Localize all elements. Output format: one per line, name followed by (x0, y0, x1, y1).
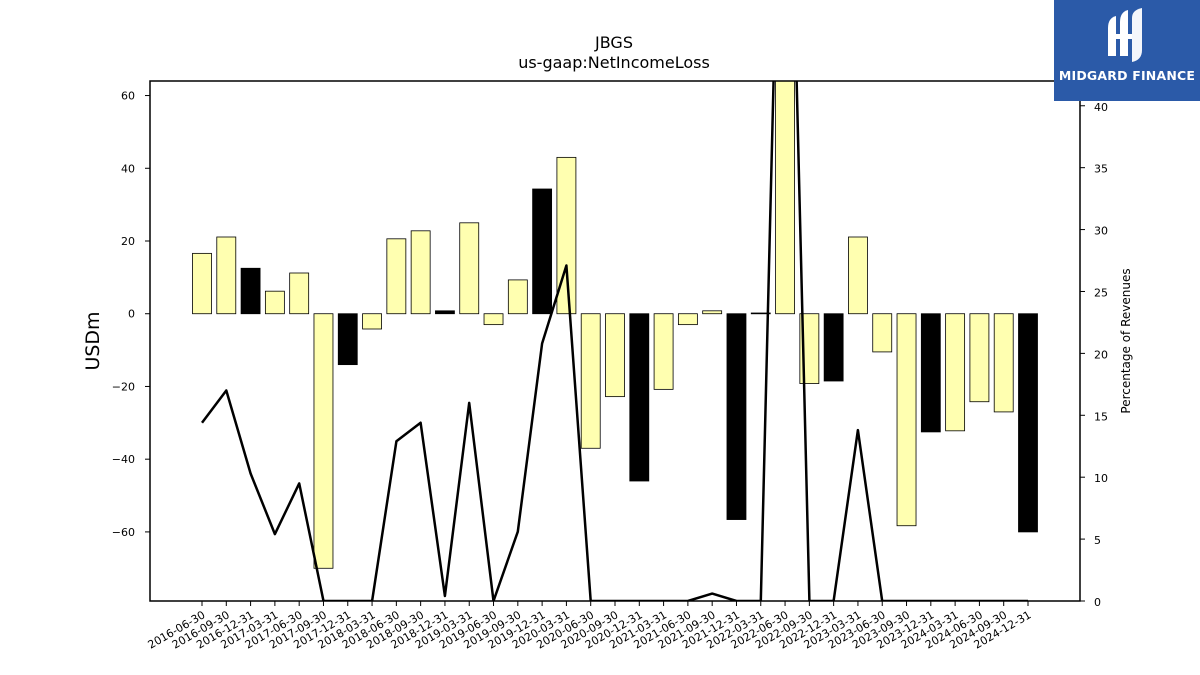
y2-tick-label: 10 (1094, 472, 1108, 485)
bar-2023-06-30 (872, 313, 893, 353)
bar-2018-12-31 (435, 310, 455, 315)
y2-tick-label: 25 (1094, 286, 1108, 299)
y-tick-label: 0 (128, 308, 135, 321)
y2-tick-label: 15 (1094, 410, 1108, 423)
bar-2016-12-31 (240, 267, 261, 315)
plot-frame (149, 80, 1081, 602)
y-tick-label: −40 (112, 453, 135, 466)
bar-2024-06-30 (969, 313, 990, 403)
bar-2021-12-31 (726, 313, 747, 520)
midgard-finance-logo: MIDGARD FINANCE (1054, 0, 1200, 101)
bar-2016-06-30 (192, 252, 212, 315)
chart-title: JBGS (594, 33, 633, 52)
y2-tick-label: 35 (1094, 163, 1108, 176)
bar-2021-06-30 (677, 313, 698, 326)
left-axis: −60 −40 −20 0 20 40 60 (112, 90, 150, 539)
y-tick-label: 20 (121, 235, 135, 248)
bar-2020-03-31 (556, 156, 577, 315)
right-axis: 0 5 10 15 20 25 30 35 40 (1080, 101, 1108, 609)
bar-2019-06-30 (483, 313, 504, 326)
bar-2016-09-30 (216, 236, 237, 315)
bar-2019-09-30 (507, 279, 528, 315)
x-axis: 2016-06-302016-09-302016-12-312017-03-31… (146, 601, 1034, 652)
brand-name: MIDGARD FINANCE (1058, 68, 1196, 83)
bar-2018-09-30 (410, 230, 431, 315)
bar-2017-06-30 (289, 272, 310, 315)
y2-tick-label: 5 (1094, 534, 1101, 547)
y2-tick-label: 30 (1094, 225, 1108, 238)
y2-axis-label: Percentage of Revenues (1119, 268, 1133, 413)
y-tick-label: 40 (121, 162, 135, 175)
bar-2019-03-31 (459, 222, 480, 315)
bar-2018-03-31 (362, 313, 382, 330)
bar-2024-12-31 (1018, 313, 1038, 533)
y-tick-label: 60 (121, 90, 135, 103)
bar-2020-06-30 (580, 313, 601, 449)
bar-2021-03-31 (653, 313, 674, 390)
bar-2017-03-31 (264, 290, 285, 315)
bar-2020-12-31 (629, 313, 650, 482)
bar-2022-03-31 (750, 312, 771, 315)
bar-2023-03-31 (848, 236, 868, 315)
bar-2018-06-30 (386, 238, 407, 315)
bar-2020-09-30 (605, 313, 625, 398)
bar-2021-09-30 (702, 310, 723, 315)
bar-2023-09-30 (896, 313, 917, 527)
bar-2022-12-31 (823, 313, 844, 382)
y2-tick-label: 40 (1094, 101, 1108, 114)
y2-tick-label: 20 (1094, 348, 1108, 361)
y2-tick-label: 0 (1094, 596, 1101, 609)
bar-2023-12-31 (920, 313, 941, 433)
bar-2022-06-30 (775, 81, 795, 315)
y-tick-label: −20 (112, 380, 135, 393)
bar-2019-12-31 (532, 188, 553, 315)
y-axis-label: USDm (82, 311, 104, 370)
bar-2024-09-30 (993, 313, 1014, 413)
bar-2017-12-31 (337, 313, 358, 366)
bar-series (192, 81, 1038, 569)
chart-subtitle: us-gaap:NetIncomeLoss (518, 53, 710, 72)
bar-2017-09-30 (313, 313, 334, 569)
bar-2024-03-31 (945, 313, 966, 432)
midgard-logo-icon (1108, 8, 1142, 62)
y-tick-label: −60 (112, 526, 135, 539)
